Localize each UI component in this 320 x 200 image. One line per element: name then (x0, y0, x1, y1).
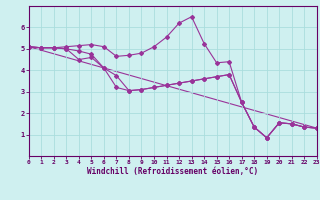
X-axis label: Windchill (Refroidissement éolien,°C): Windchill (Refroidissement éolien,°C) (87, 167, 258, 176)
